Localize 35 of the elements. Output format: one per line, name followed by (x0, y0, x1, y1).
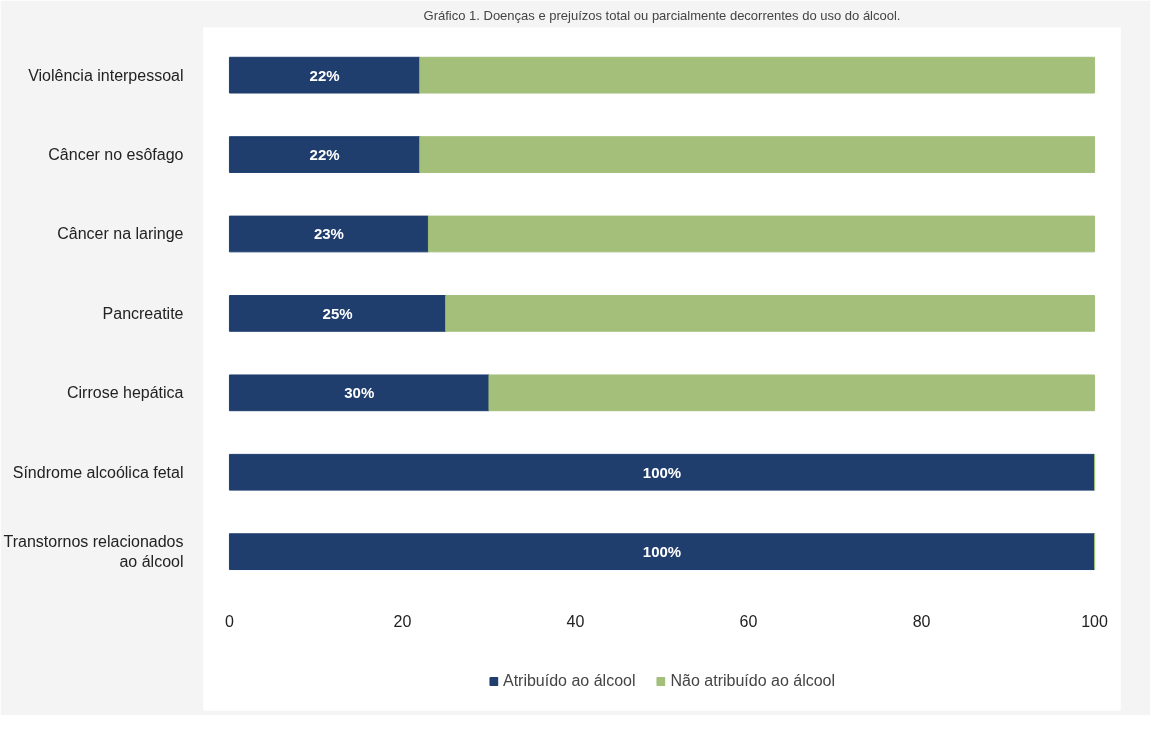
y-tick-label: Câncer no esôfago (48, 146, 184, 164)
y-tick-label: Violência interpessoal (28, 66, 184, 84)
bar (228, 136, 421, 173)
bar (427, 215, 1096, 253)
x-tick-label: 40 (566, 613, 585, 631)
bar (488, 374, 1096, 412)
y-tick-label: Pancreatite (102, 304, 184, 322)
data-label: 100% (642, 463, 682, 481)
data-label: 22% (309, 66, 340, 84)
bar (445, 295, 1096, 332)
x-tick-label: 60 (739, 613, 758, 631)
data-label: 25% (322, 304, 353, 322)
y-tick-label: Síndrome alcoólica fetal (12, 463, 184, 481)
x-tick-label: 20 (393, 613, 412, 631)
data-label: 22% (309, 146, 340, 164)
data-label: 23% (313, 225, 344, 243)
bar (228, 374, 490, 412)
bar (228, 56, 421, 94)
y-tick-label: Câncer na laringe (57, 225, 184, 243)
x-tick-label: 100 (1081, 613, 1108, 631)
x-tick-label: 80 (912, 613, 931, 631)
bar (228, 295, 447, 332)
legend-label: Atribuído ao álcool (502, 672, 636, 690)
data-label: 100% (642, 543, 682, 561)
legend-label: Não atribuído ao álcool (670, 672, 836, 690)
bar (228, 215, 429, 253)
bar (228, 533, 1096, 571)
data-label: 30% (344, 384, 375, 402)
bar (419, 136, 1096, 173)
x-tick-label: 0 (225, 613, 234, 631)
y-tick-label: Transtornos relacionados ao álcool (3, 532, 184, 571)
bar (419, 56, 1096, 94)
chart-title: Gráfico 1. Doenças e prejuízos total ou parcialmente decorrentes do uso do álcool. (423, 7, 901, 23)
bar (228, 453, 1096, 491)
y-tick-label: Cirrose hepática (67, 384, 184, 402)
